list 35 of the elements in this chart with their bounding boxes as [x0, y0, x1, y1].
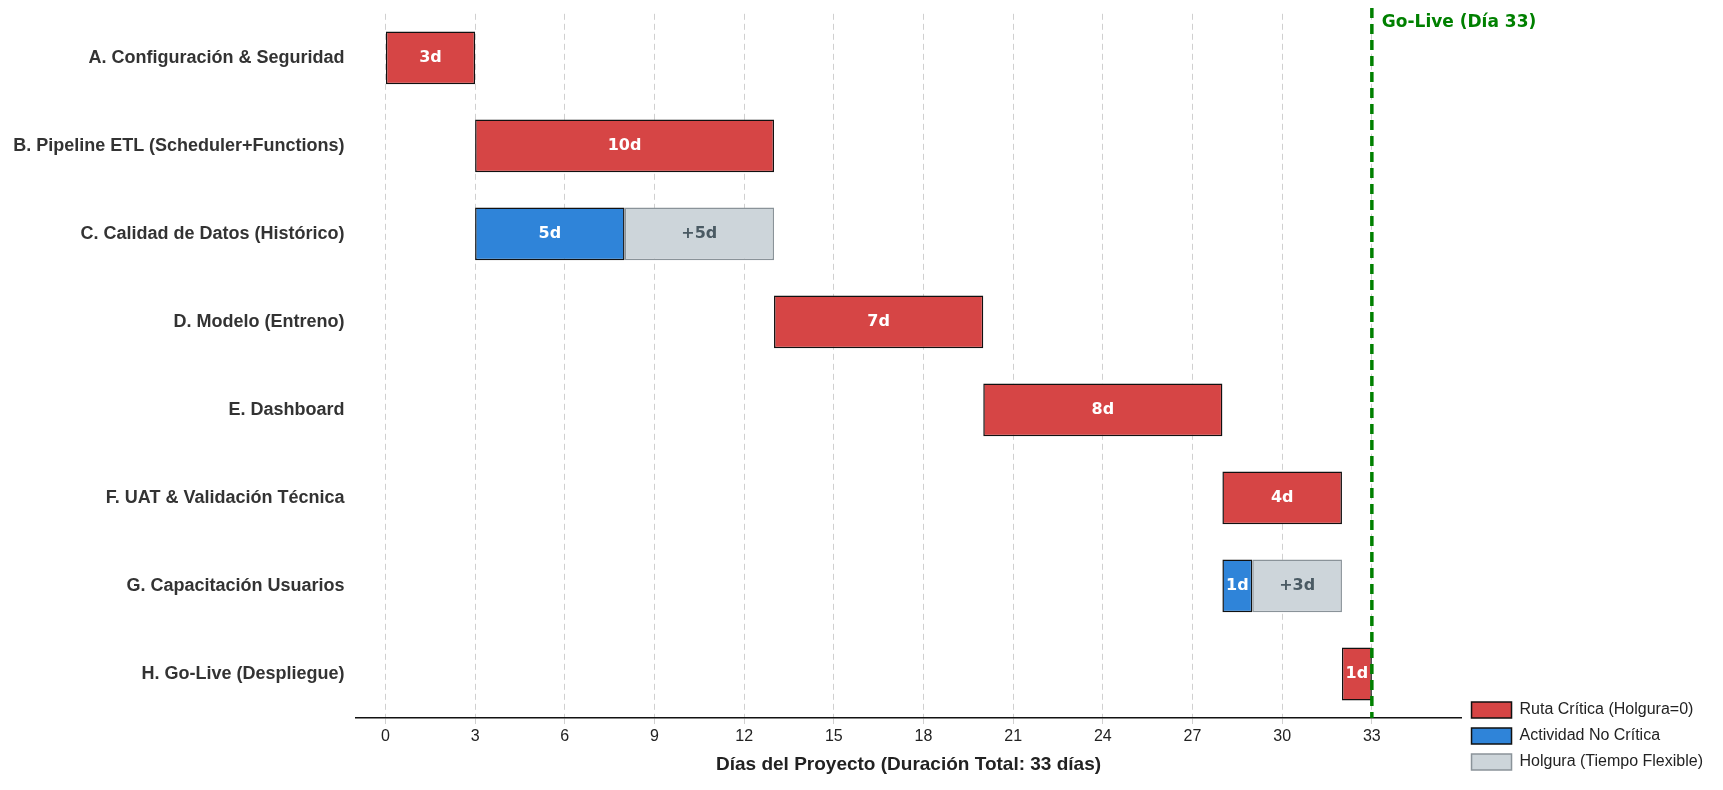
y-tick-label: G. Capacitación Usuarios [126, 574, 345, 595]
y-tick-label: B. Pipeline ETL (Scheduler+Functions) [13, 134, 345, 155]
data-label: 5d [538, 223, 562, 243]
x-tick-label: 18 [914, 727, 933, 745]
x-tick-label: 24 [1093, 727, 1112, 745]
legend-label: Actividad No Crítica [1519, 726, 1661, 744]
x-tick-label: 3 [470, 727, 480, 745]
data-label: +3d [1279, 575, 1316, 595]
data-label: 1d [1345, 663, 1369, 683]
y-tick-label: F. UAT & Validación Técnica [105, 486, 346, 507]
data-label: 10d [607, 134, 642, 154]
data-label: 1d [1226, 575, 1249, 595]
x-tick-label: 21 [1004, 727, 1023, 745]
data-label: +5d [681, 223, 718, 243]
x-tick-label: 6 [560, 727, 570, 745]
data-label: 8d [1091, 399, 1115, 419]
x-tick-label: 12 [735, 727, 754, 745]
data-label: 3d [419, 46, 442, 66]
x-tick-label: 9 [650, 727, 659, 745]
legend-label: Holgura (Tiempo Flexible) [1519, 752, 1703, 770]
y-tick-label: C. Calidad de Datos (Histórico) [80, 222, 345, 243]
x-tick-label: 33 [1362, 727, 1381, 745]
y-tick-label: A. Configuración & Seguridad [88, 46, 345, 67]
x-axis-title: Días del Proyecto (Duración Total: 33 días) [716, 752, 1102, 774]
x-tick-label: 15 [824, 727, 843, 745]
y-tick-label: H. Go-Live (Despliegue) [141, 662, 345, 683]
x-tick-label: 27 [1183, 727, 1202, 745]
x-tick-label: 30 [1273, 727, 1292, 745]
data-label: 4d [1270, 487, 1294, 507]
legend-label: Ruta Crítica (Holgura=0) [1519, 700, 1694, 718]
y-tick-label: E. Dashboard [228, 398, 345, 419]
data-label: 7d [867, 311, 890, 331]
x-tick-label: 0 [380, 727, 390, 745]
y-tick-label: D. Modelo (Entreno) [173, 310, 345, 331]
ref-line-label: Go-Live (Día 33) [1381, 10, 1537, 31]
